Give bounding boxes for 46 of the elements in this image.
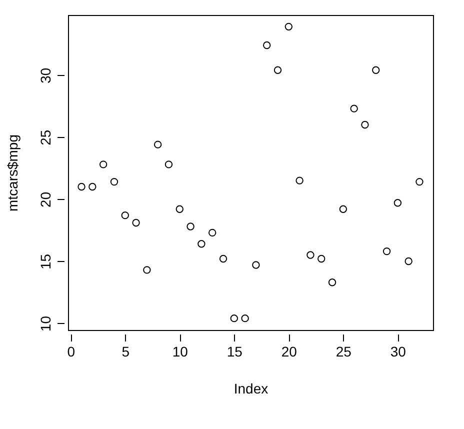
point xyxy=(176,205,184,213)
y-tick-label: 10 xyxy=(38,316,54,332)
point xyxy=(328,278,336,286)
point xyxy=(284,22,293,31)
x-tick-label: 15 xyxy=(226,344,243,360)
point xyxy=(186,222,194,230)
point xyxy=(121,211,129,220)
x-tick-label: 5 xyxy=(122,344,130,360)
point xyxy=(382,247,391,256)
point xyxy=(372,66,380,74)
point xyxy=(416,178,424,186)
point xyxy=(208,228,216,237)
point xyxy=(219,254,228,263)
y-tick-label: 25 xyxy=(38,130,54,146)
point xyxy=(230,314,238,322)
x-axis-title: Index xyxy=(234,380,268,396)
point xyxy=(404,257,412,266)
point xyxy=(296,176,304,184)
point xyxy=(88,182,96,191)
point xyxy=(361,120,369,129)
point xyxy=(339,205,348,213)
point xyxy=(252,261,260,269)
y-tick-label: 30 xyxy=(38,68,54,84)
x-tick-label: 20 xyxy=(281,344,298,360)
point xyxy=(154,140,162,148)
point xyxy=(318,254,326,263)
point xyxy=(99,160,108,168)
y-tick-label: 20 xyxy=(38,192,54,208)
point xyxy=(394,199,402,207)
point xyxy=(350,104,358,112)
point xyxy=(198,240,206,248)
point xyxy=(132,218,140,227)
point xyxy=(241,314,249,322)
point xyxy=(110,178,118,186)
x-tick-label: 0 xyxy=(67,344,76,360)
point xyxy=(164,160,173,168)
point xyxy=(78,182,86,191)
x-tick-label: 10 xyxy=(172,344,188,360)
x-tick-label: 30 xyxy=(390,344,406,360)
y-tick-label: 15 xyxy=(38,254,54,270)
x-tick-label: 25 xyxy=(336,344,352,360)
point xyxy=(143,266,151,274)
point xyxy=(263,41,271,50)
point xyxy=(306,251,314,259)
y-axis-title: mtcars$mpg xyxy=(4,134,20,212)
point xyxy=(274,66,282,74)
